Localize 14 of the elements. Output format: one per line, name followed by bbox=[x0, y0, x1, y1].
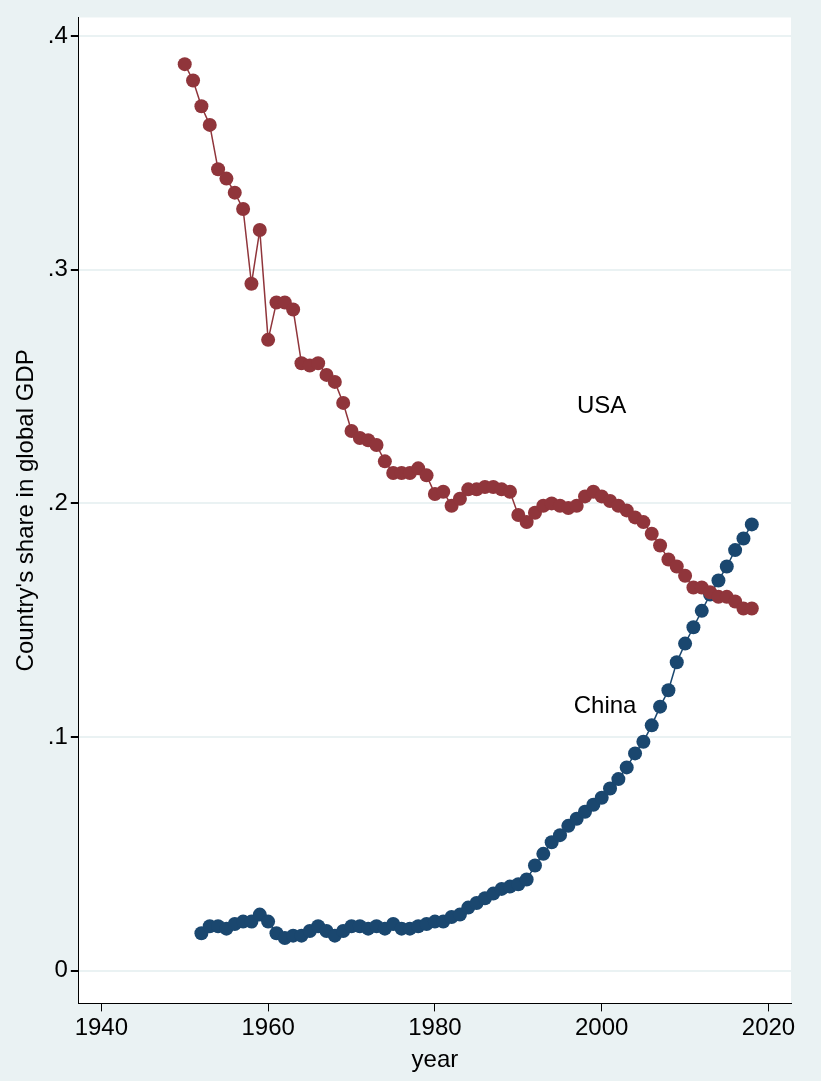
x-axis-title: year bbox=[411, 1045, 459, 1073]
y-tick-label: .1 bbox=[47, 721, 68, 749]
y-tick-label: 0 bbox=[54, 955, 68, 983]
y-axis-title: Country's share in global GDP bbox=[11, 349, 39, 672]
series-label: China bbox=[573, 691, 638, 719]
x-tick-label: 2020 bbox=[741, 1013, 796, 1041]
y-tick-label: .2 bbox=[47, 488, 68, 516]
x-tick-label: 1980 bbox=[408, 1013, 462, 1041]
x-tick-label: 1940 bbox=[74, 1013, 129, 1041]
x-tick-label: 2000 bbox=[575, 1013, 629, 1041]
y-tick-label: .4 bbox=[47, 20, 68, 48]
y-tick-label: .3 bbox=[47, 254, 68, 282]
x-tick-label: 1960 bbox=[241, 1013, 295, 1041]
text: USA bbox=[577, 391, 627, 419]
